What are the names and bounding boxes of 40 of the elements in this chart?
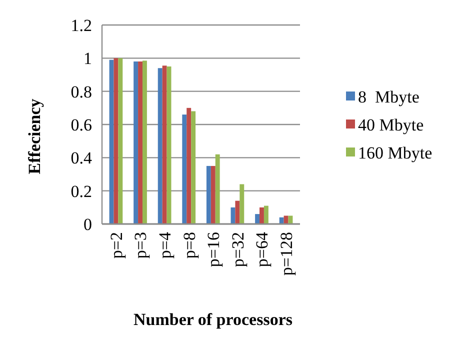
bar (206, 166, 211, 224)
x-tick-label: p=16 (204, 232, 224, 268)
bar (134, 61, 138, 224)
bar (255, 214, 260, 224)
x-tick-label: p=8 (180, 232, 199, 259)
x-tick-label: p=128 (276, 232, 296, 276)
legend-label: 8 Mbyte (358, 87, 420, 106)
x-tick-label: p=3 (131, 232, 150, 259)
bar (284, 216, 288, 224)
x-tick-label: p=32 (228, 232, 248, 268)
y-tick-label: 1.2 (70, 16, 92, 35)
bar (118, 58, 123, 224)
bar (235, 200, 240, 224)
y-tick-label: 0.2 (70, 182, 92, 201)
bar (210, 166, 216, 224)
bar (114, 58, 118, 224)
y-tick-label: 0.6 (70, 115, 92, 134)
bar (279, 217, 284, 224)
x-tick-label: p=64 (252, 232, 272, 268)
y-tick-label: 0.4 (70, 148, 92, 168)
legend-label: 160 Mbyte (358, 143, 432, 162)
legend-label: 40 Mbyte (358, 115, 424, 134)
y-axis-title: Effeciency (25, 98, 44, 174)
bar (162, 66, 167, 224)
bar (186, 108, 192, 224)
y-tick-label: 0 (84, 214, 92, 234)
x-tick-label: p=4 (156, 232, 175, 259)
bar (138, 61, 142, 224)
bar (260, 207, 264, 224)
bar (264, 206, 268, 224)
y-tick-label: 1 (84, 49, 92, 68)
bar (191, 111, 196, 224)
bar (142, 60, 147, 224)
bar (215, 154, 220, 224)
y-tick-label: 0.8 (70, 82, 92, 102)
bar (182, 114, 187, 224)
x-axis-title: Number of processors (134, 310, 293, 329)
x-tick-label: p=2 (106, 232, 126, 259)
bar (158, 68, 162, 224)
bar (240, 184, 244, 224)
